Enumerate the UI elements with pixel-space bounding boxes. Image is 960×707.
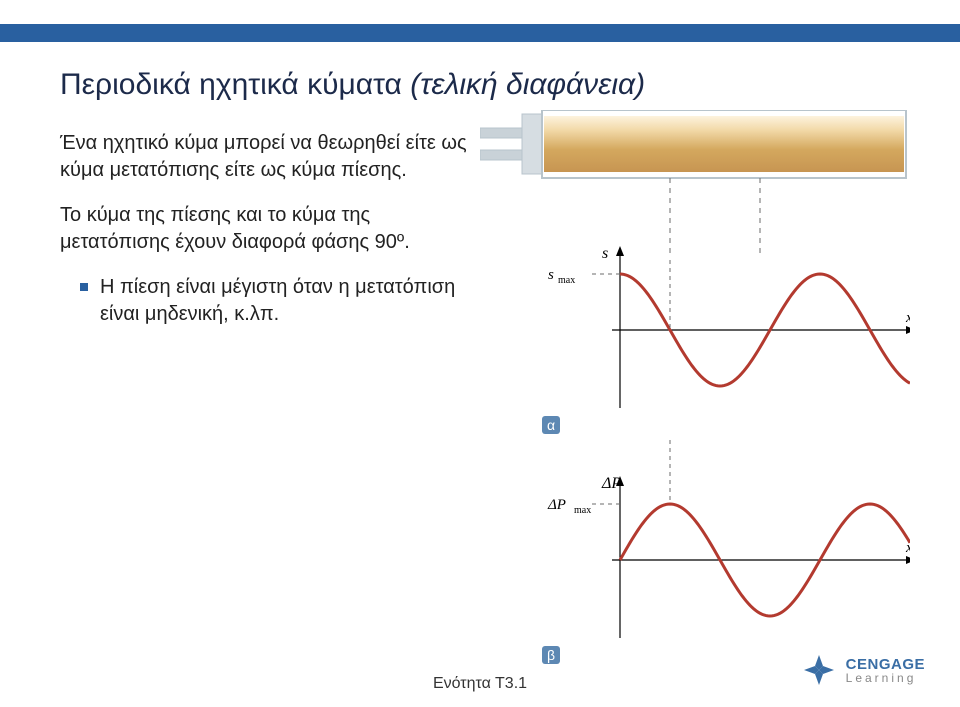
slide-title: Περιοδικά ηχητικά κύματα (τελική διαφάνε… (60, 68, 910, 102)
svg-text:β: β (547, 647, 555, 663)
figure-column: ssmaxxαΔPΔPmaxxβ (470, 130, 910, 328)
paragraph-2: Το κύμα της πίεσης και το κύμα της μετατ… (60, 202, 470, 256)
cengage-logo-block: CENGAGE Learning (800, 651, 925, 689)
svg-text:s: s (602, 245, 608, 262)
svg-text:max: max (558, 275, 575, 286)
svg-text:ΔP: ΔP (601, 475, 621, 492)
bullet-1: Η πίεση είναι μέγιστη όταν η μετατόπιση … (80, 274, 470, 328)
svg-text:ΔP: ΔP (547, 497, 566, 513)
section-label: Ενότητα Τ3.1 (433, 675, 527, 693)
cengage-star-icon (800, 651, 838, 689)
text-column: Ένα ηχητικό κύμα μπορεί να θεωρηθεί είτε… (60, 130, 470, 328)
svg-text:x: x (905, 310, 910, 326)
brand-line1: CENGAGE (846, 657, 925, 672)
bullet-square-icon (80, 283, 88, 291)
svg-text:s: s (548, 267, 554, 283)
header-bar (0, 24, 960, 42)
bullet-text: Η πίεση είναι μέγιστη όταν η μετατόπιση … (100, 274, 470, 328)
svg-text:max: max (574, 505, 591, 516)
svg-text:α: α (547, 417, 555, 433)
brand-line2: Learning (846, 672, 925, 684)
paragraph-1: Ένα ηχητικό κύμα μπορεί να θεωρηθεί είτε… (60, 130, 470, 184)
title-paren: (τελική διαφάνεια) (410, 68, 645, 101)
title-main: Περιοδικά ηχητικά κύματα (60, 68, 410, 101)
wave-figure: ssmaxxαΔPΔPmaxxβ (480, 110, 910, 670)
